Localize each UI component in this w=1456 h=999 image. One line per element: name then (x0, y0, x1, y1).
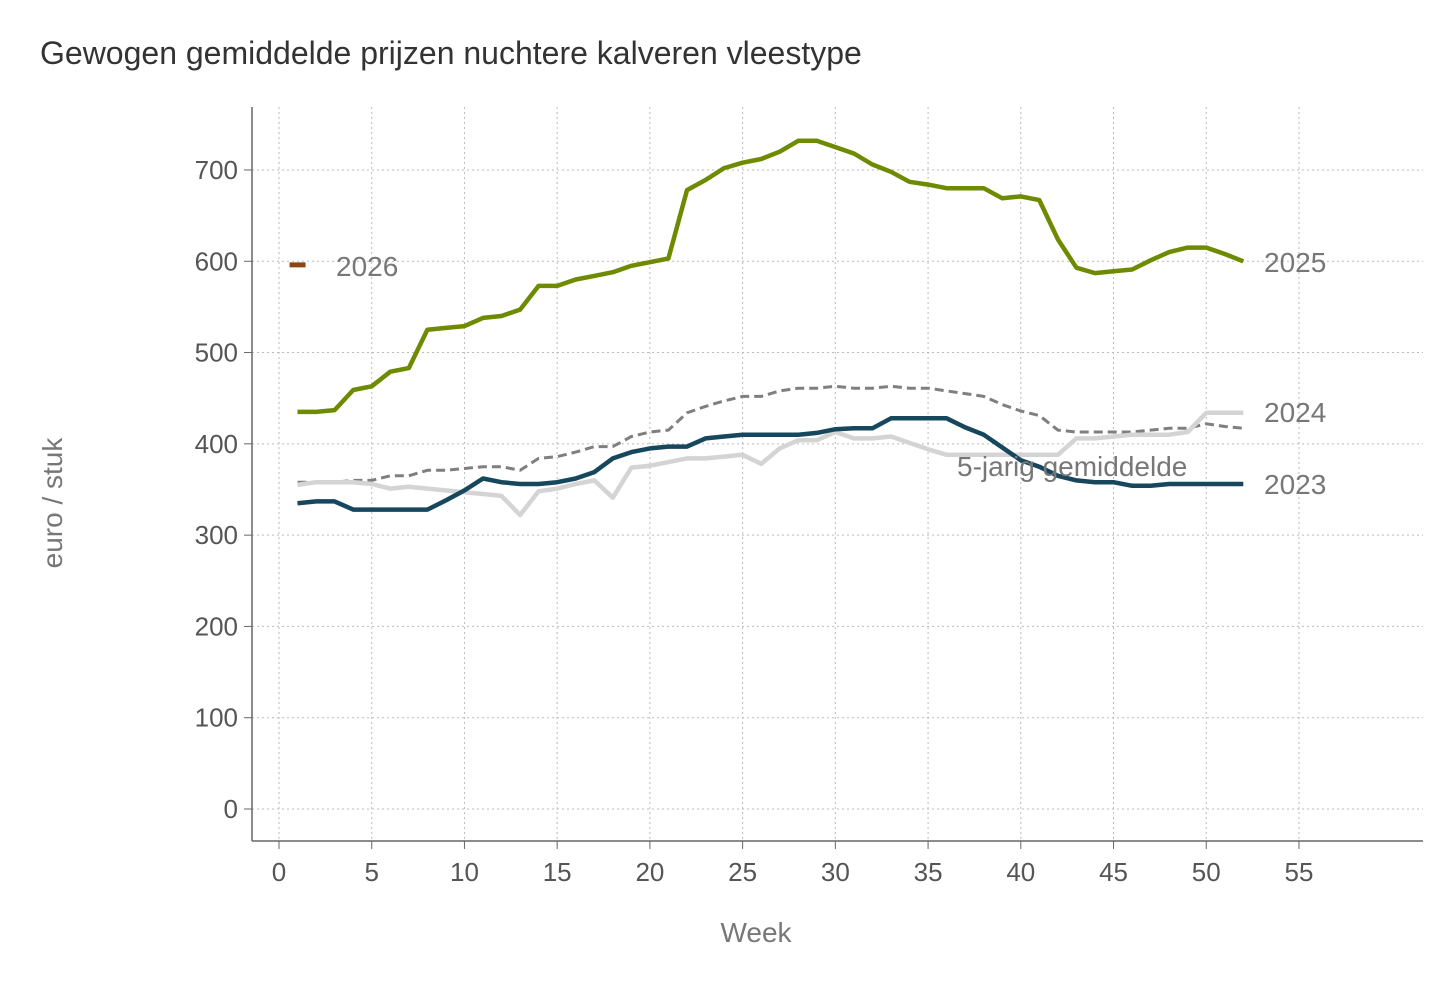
series-lines (289, 138, 1245, 518)
x-tick-label: 45 (1099, 857, 1128, 887)
y-tick-label: 300 (195, 520, 238, 550)
label-2024: 2024 (1264, 397, 1326, 428)
x-axis-label: Week (720, 917, 792, 948)
x-tick-label: 15 (543, 857, 572, 887)
label-2026: 2026 (336, 251, 398, 282)
label-2025: 2025 (1264, 247, 1326, 278)
x-tick-label: 55 (1285, 857, 1314, 887)
y-tick-label: 700 (195, 155, 238, 185)
series-line-5-jarig-gemiddelde (297, 384, 1244, 484)
x-tick-label: 5 (364, 857, 378, 887)
grid (252, 107, 1423, 841)
y-tick-label: 400 (195, 429, 238, 459)
chart-title: Gewogen gemiddelde prijzen nuchtere kalv… (40, 35, 862, 71)
y-tick-label: 100 (195, 703, 238, 733)
y-tick-label: 600 (195, 246, 238, 276)
x-tick-label: 10 (450, 857, 479, 887)
label-5yr-avg: 5-jarig gemiddelde (957, 451, 1187, 482)
label-2023: 2023 (1264, 469, 1326, 500)
y-tick-label: 200 (195, 611, 238, 641)
y-tick-label: 500 (195, 338, 238, 368)
x-tick-label: 20 (635, 857, 664, 887)
x-tick-label: 50 (1192, 857, 1221, 887)
x-tick-label: 40 (1006, 857, 1035, 887)
x-tick-label: 0 (272, 857, 286, 887)
series-line-2023 (297, 416, 1244, 512)
y-axis-label: euro / stuk (37, 437, 68, 569)
x-tick-label: 35 (914, 857, 943, 887)
tick-labels: 0 100 200 300 400 500 600 700 0 5 10 15 20 25 30 35 40 45… (195, 155, 1314, 887)
y-tick-label: 0 (224, 794, 238, 824)
series-line-2025 (297, 138, 1245, 415)
x-tick-label: 25 (728, 857, 757, 887)
series-line-2024 (297, 410, 1244, 518)
x-tick-label: 30 (821, 857, 850, 887)
